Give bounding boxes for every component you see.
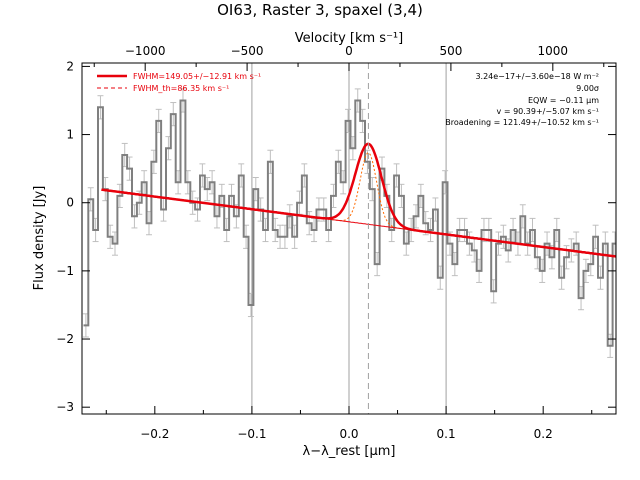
annotation-eqw: EQW = −0.11 μm bbox=[528, 96, 599, 105]
y-tick-label: −2 bbox=[56, 332, 74, 346]
chart-title: OI63, Raster 3, spaxel (3,4) bbox=[217, 1, 423, 19]
top-tick-label: −500 bbox=[231, 44, 264, 58]
top-tick-label: 0 bbox=[345, 44, 353, 58]
y-tick-label: −3 bbox=[56, 400, 74, 414]
axis-ticks: −0.2 −0.1 0.0 0.1 0.2 −3 −2 −1 0 1 2 −1000 −500 0 500 1… bbox=[56, 44, 616, 441]
x-tick-label: −0.1 bbox=[237, 427, 266, 441]
legend-entry-fwhm-th: FWHM_th=86.35 km s⁻¹ bbox=[133, 84, 229, 93]
y-axis-label: Flux density [Jy] bbox=[32, 186, 47, 291]
y-tick-label: 1 bbox=[66, 128, 74, 142]
legend-entry-fwhm: FWHM=149.05+/−12.91 km s⁻¹ bbox=[133, 72, 261, 81]
top-axis-label: Velocity [km s⁻¹] bbox=[295, 31, 403, 46]
top-tick-label: 1000 bbox=[538, 44, 569, 58]
x-axis-label: λ−λ_rest [μm] bbox=[303, 444, 396, 459]
top-tick-label: −1000 bbox=[125, 44, 166, 58]
annotation-velocity: v = 90.39+/−5.07 km s⁻¹ bbox=[497, 107, 599, 116]
continuum-line bbox=[319, 217, 417, 231]
fit-line bbox=[101, 142, 616, 258]
top-tick-label: 500 bbox=[439, 44, 462, 58]
spectrum-line bbox=[83, 99, 616, 347]
reference-lines bbox=[251, 63, 447, 414]
x-tick-label: 0.1 bbox=[437, 427, 456, 441]
x-tick-label: 0.0 bbox=[339, 427, 358, 441]
y-tick-label: 2 bbox=[66, 59, 74, 73]
legend: FWHM=149.05+/−12.91 km s⁻¹ FWHM_th=86.35… bbox=[97, 72, 261, 93]
plot-area bbox=[82, 88, 616, 358]
fit-annotations: 3.24e−17+/−3.60e−18 W m⁻² 9.00σ EQW = −0… bbox=[445, 72, 599, 127]
annotation-flux: 3.24e−17+/−3.60e−18 W m⁻² bbox=[475, 72, 599, 81]
x-tick-label: 0.2 bbox=[534, 427, 553, 441]
y-tick-label: −1 bbox=[56, 264, 74, 278]
y-tick-label: 0 bbox=[66, 196, 74, 210]
annotation-broadening: Broadening = 121.49+/−10.52 km s⁻¹ bbox=[445, 118, 599, 127]
x-tick-label: −0.2 bbox=[140, 427, 169, 441]
annotation-significance: 9.00σ bbox=[576, 84, 599, 93]
